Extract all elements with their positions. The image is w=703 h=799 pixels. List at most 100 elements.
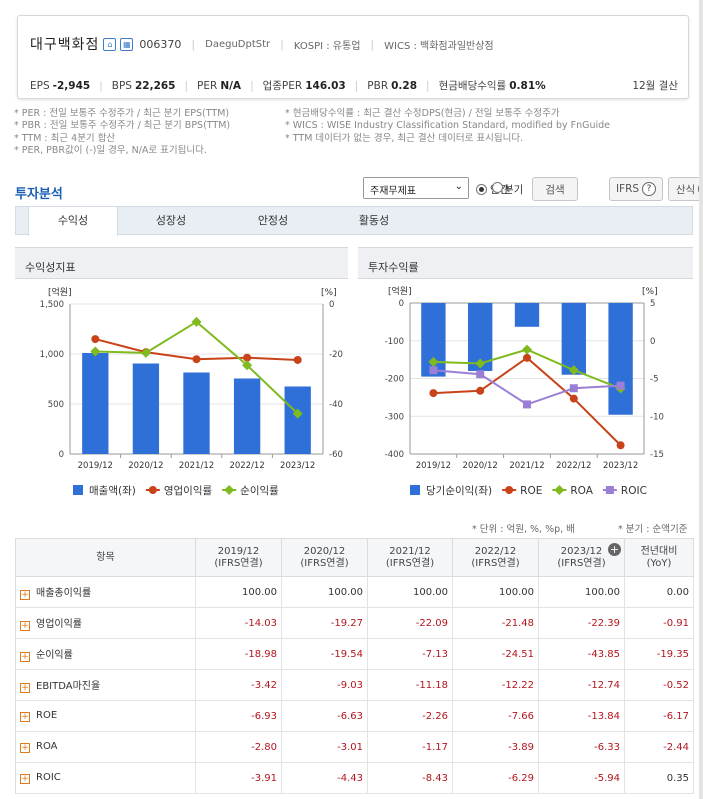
expand-row-icon[interactable]: + [20, 712, 30, 722]
row-label-cell[interactable]: + 매출총이익률 [15, 576, 196, 608]
fiscal-close: 12월 결산 [632, 80, 678, 92]
company-name: 대구백화점 [30, 37, 100, 53]
company-summary-box: 대구백화점 ⌂ ▦ 006370 | DaeguDptStr | KOSPI :… [17, 15, 689, 99]
home-icon[interactable]: ⌂ [103, 37, 117, 51]
tab-activity[interactable]: 활동성 [358, 214, 390, 227]
row-label: EBITDA마진율 [36, 681, 101, 692]
value-cell: -7.66 [452, 700, 539, 732]
panel-title: 수익성지표 [15, 247, 348, 279]
value-cell: -2.80 [195, 731, 282, 763]
note-line: * 현금배당수익률 : 최근 결산 수정DPS(현금) / 전일 보통주 수정주… [285, 108, 560, 119]
scrollbar[interactable] [699, 0, 703, 799]
expand-row-icon[interactable]: + [20, 683, 30, 693]
value-cell: -6.33 [538, 731, 625, 763]
y-left-tick-label: 0 [399, 299, 404, 309]
value-cell: -18.98 [195, 638, 282, 670]
value-cell: -21.48 [452, 607, 539, 639]
bar [561, 303, 586, 375]
value-cell: -2.44 [624, 731, 694, 763]
radio-quarter-option[interactable] [492, 182, 506, 193]
value-cell: -6.93 [195, 700, 282, 732]
x-tick-label: 2020/12 [463, 461, 498, 471]
legend-label: ROE [520, 485, 542, 497]
data-point [522, 344, 532, 355]
tab-profitability[interactable]: 수익성 [28, 207, 118, 236]
section-title: 투자분석 [15, 187, 63, 202]
x-tick-label: 2020/12 [128, 461, 163, 471]
value-cell: 100.00 [538, 576, 625, 608]
x-tick-label: 2021/12 [509, 461, 544, 471]
statement-select[interactable]: 주재무제표 ⌄ [363, 177, 469, 199]
y-right-tick-label: 0 [329, 300, 334, 310]
data-point [140, 347, 151, 358]
value-cell: -7.13 [367, 638, 453, 670]
expand-columns-icon[interactable]: + [608, 543, 621, 556]
y-right-tick-label: -5 [650, 375, 658, 385]
row-label-cell[interactable]: + EBITDA마진율 [15, 669, 196, 701]
note-line: * PBR : 전일 보통주 수정주가 / 최근 분기 BPS(TTM) [14, 120, 231, 132]
row-label-cell[interactable]: + ROA [15, 731, 196, 763]
row-label-cell[interactable]: + ROE [15, 700, 196, 732]
y-right-tick-label: 0 [650, 337, 655, 347]
panel-title: 투자수익률 [358, 247, 693, 279]
x-tick-label: 2023/12 [280, 461, 315, 471]
data-point [192, 355, 201, 364]
radio-quarter-label: 분기 [504, 184, 524, 196]
value-cell: -6.17 [624, 700, 694, 732]
building-icon[interactable]: ▦ [120, 37, 134, 51]
value-cell: -11.18 [367, 669, 453, 701]
expand-row-icon[interactable]: + [20, 774, 30, 784]
row-label: 영업이익률 [36, 619, 82, 630]
tab-growth[interactable]: 성장성 [155, 214, 187, 227]
table-row: + 매출총이익률 100.00 100.00 100.00 100.00 100.00 0.0… [15, 576, 694, 608]
expand-row-icon[interactable]: + [20, 621, 30, 631]
units-note: * 단위 : 억원, %, %p, 배 [472, 524, 575, 535]
expand-row-icon[interactable]: + [20, 652, 30, 662]
legend-label: 매출액(좌) [89, 485, 136, 497]
bar [132, 363, 160, 454]
data-point [191, 316, 202, 327]
dividend-yield-value: 0.81% [509, 79, 546, 92]
y-right-tick-label: -60 [329, 450, 343, 460]
row-label-cell[interactable]: + 영업이익률 [15, 607, 196, 639]
value-cell: -3.01 [281, 731, 368, 763]
legend-marker [224, 485, 235, 495]
ifrs-help-button[interactable]: IFRS? [609, 177, 663, 201]
eps-value: -2,945 [52, 79, 91, 92]
radio-checked-icon [476, 184, 487, 195]
value-cell: 0.35 [624, 762, 694, 794]
bar [514, 303, 540, 327]
expand-row-icon[interactable]: + [20, 590, 30, 600]
return-chart: [억원] [%] 0 -100 -200 -300 -400 5 0 -5 -10 -15 2019/1… [385, 285, 664, 497]
search-button[interactable]: 검색 [532, 177, 578, 201]
bar [183, 372, 210, 454]
y-right-tick-label: -20 [329, 350, 343, 360]
formula-help-button[interactable]: 산식? [668, 177, 703, 201]
data-point [242, 360, 253, 371]
bps-value: 22,265 [134, 79, 176, 92]
data-point [569, 394, 578, 403]
data-point [568, 365, 579, 376]
row-label-cell[interactable]: + 순이익률 [15, 638, 196, 670]
y-left-tick-label: -200 [385, 375, 404, 385]
data-point [429, 389, 438, 398]
pbr-value: 0.28 [391, 79, 418, 92]
expand-row-icon[interactable]: + [20, 743, 30, 753]
tab-stability[interactable]: 안정성 [257, 214, 289, 227]
column-header: 전년대비 (YoY) [624, 538, 694, 577]
table-row: + ROA -2.80 -3.01 -1.17 -3.89 -6.33 -2.44 [15, 731, 694, 763]
industry-per-value: 146.03 [305, 79, 346, 92]
table-row: + 영업이익률 -14.03 -19.27 -22.09 -21.48 -22.39 -0.9… [15, 607, 694, 639]
value-cell: -6.63 [281, 700, 368, 732]
row-label-cell[interactable]: + ROIC [15, 762, 196, 794]
series-line [433, 369, 621, 406]
y-left-axis-label: [억원] [48, 286, 72, 298]
value-cell: 100.00 [195, 576, 282, 608]
value-cell: -1.17 [367, 731, 453, 763]
legend-marker [505, 486, 514, 494]
value-cell: -2.26 [367, 700, 453, 732]
per-value: N/A [220, 79, 242, 92]
note-line: * TTM : 최근 4분기 합산 [14, 132, 116, 144]
profitability-chart: [억원] [%] 1,500 1,000 500 0 0 -20 -40 -60 2019/12 20… [40, 286, 343, 497]
y-right-axis-label: [%] [321, 288, 337, 298]
